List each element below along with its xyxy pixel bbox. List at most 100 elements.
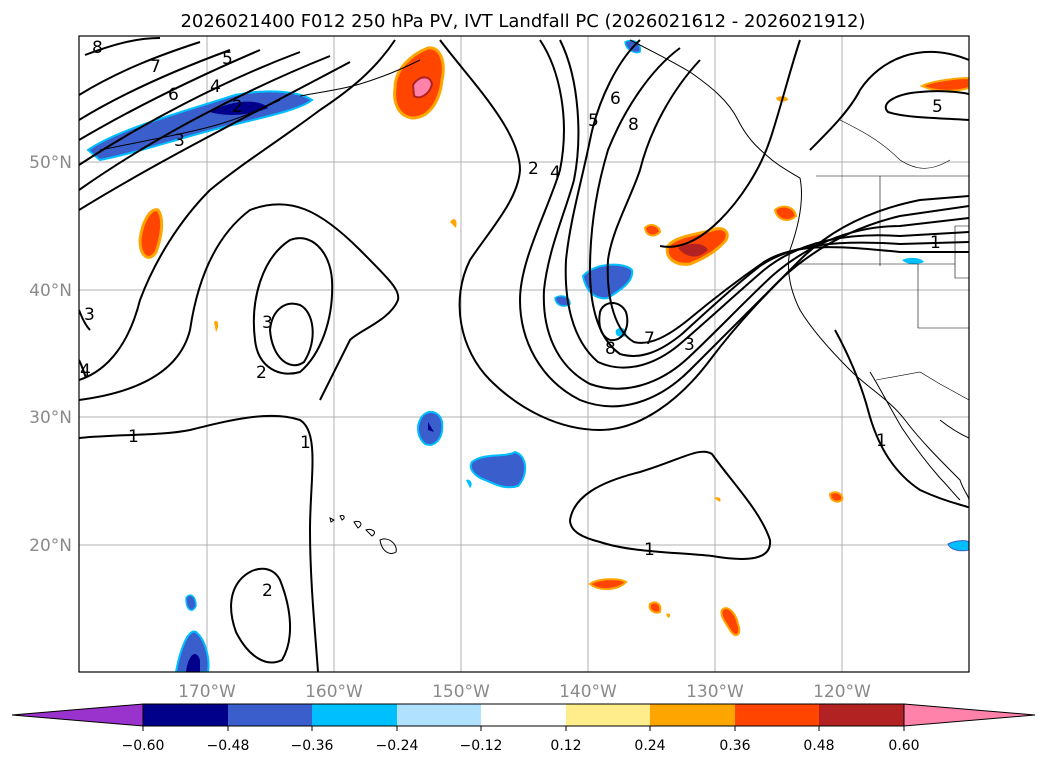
blue-blob-26n [469,450,527,489]
blue-spot-38n [554,295,571,307]
lon-label: 160°W [305,682,363,702]
colorbar-tick-label: 0.12 [550,738,581,754]
island-big [379,538,397,554]
contour-label: 2 [232,97,243,117]
colorbar-tick-label: −0.12 [460,738,503,754]
contour-7-trough [606,59,969,344]
coast-alaska-peninsula [299,59,421,97]
contour-label: 5 [588,111,599,131]
contour-label: 7 [644,329,655,349]
contour-label: 4 [80,361,91,381]
orange-spot-canada [919,76,969,92]
lon-label: 150°W [432,682,490,702]
colorbar-outline [142,703,905,727]
map-area: 8 7 6 5 4 3 2 1 3 2 1 1 2 2 4 5 6 8 8 7 … [79,36,969,672]
orange-spot-tiny-1 [450,219,457,228]
pink-core-gulf-alaska [411,76,434,99]
colorbar-segment [143,704,228,726]
lon-label: 140°W [559,682,617,702]
contour-1-low [79,414,319,672]
lon-label: 120°W [813,682,871,702]
coast-alaska-bc [629,39,801,179]
hawaiian-islands [329,515,397,554]
coast-west-us [787,177,969,501]
lon-label: 130°W [686,682,744,702]
colorbar-tick-label: −0.60 [122,738,165,754]
contour-2-outer [79,203,400,401]
contour-5-trough [564,39,969,369]
colorbar-segment [566,704,650,726]
orange-spot-oregon [773,205,798,221]
contour-5-ne [884,90,969,121]
contour-6-trough [588,47,969,357]
contour-3-trough [518,39,969,408]
map-background [79,36,969,672]
contour-8-west [84,37,161,56]
blue-spot-mexico-coast [947,540,969,552]
colorbar-ticks [142,726,905,731]
contour-label: 5 [932,97,943,117]
blue-blob-south [174,630,210,672]
contour-label: 6 [610,89,621,109]
colorbar-tick-label: 0.60 [888,738,919,754]
orange-spot-15n [648,601,662,614]
colorbar-segment [228,704,312,726]
pv-contours [79,37,969,672]
political-borders [800,119,969,401]
contour-5-west [79,49,261,141]
contour-label: 7 [150,57,161,77]
contour-label: 1 [300,433,311,453]
colorbar-tick-label: −0.36 [291,738,334,754]
colorbar-extend-low [11,703,144,727]
contour-3-west-edge [79,309,91,331]
coast-gulf-california [939,419,969,439]
colorbar-tick-label: −0.48 [207,738,250,754]
contour-label: 3 [684,335,695,355]
negative-anomaly-regions [86,39,969,672]
colorbar-tick-label: 0.24 [634,738,665,754]
contour-label: 3 [174,131,185,151]
colorbar-segment [481,704,566,726]
island-4 [365,529,375,537]
contour-3-low [268,302,314,367]
contour-label: 6 [168,85,179,105]
contour-labels: 8 7 6 5 4 3 2 1 3 2 1 1 2 2 4 5 6 8 8 7 … [80,38,943,601]
coast-baja [869,371,961,501]
orange-spot-tiny-2 [214,320,219,332]
contour-2-low [252,237,334,375]
colorbar-segment [819,704,904,726]
lat-label: 30°N [29,408,72,428]
orange-blob-130w [720,607,741,637]
contour-label: 1 [128,427,139,447]
latitude-labels: 50°N 40°N 30°N 20°N [29,153,72,556]
colorbar-tick-label: 0.48 [803,738,834,754]
map-frame [78,35,970,673]
orange-spot-44n [643,224,662,237]
colorbar: −0.60 −0.48 −0.36 −0.24 −0.12 0.12 0.24 … [11,703,1036,754]
contour-4-west [79,51,301,166]
contour-label: 1 [644,540,655,560]
contour-8-ne [659,39,801,248]
contour-4-west-edge [79,359,87,379]
contour-label: 5 [222,49,233,69]
island-3 [353,521,362,529]
blue-spot-tiny [466,479,472,488]
colorbar-segment [735,704,819,726]
contour-7-west [79,41,201,96]
orange-blob-17n [588,578,628,590]
colorbar-segment [650,704,735,726]
colorbar-tick-label: −0.24 [376,738,419,754]
contour-label: 8 [628,115,639,135]
positive-anomaly-regions [138,46,969,637]
lat-label: 20°N [29,536,72,556]
border-alaska-canada [839,119,951,169]
dark-blue-core-29n [428,422,434,432]
longitude-labels: 170°W 160°W 150°W 140°W 130°W 120°W [178,682,871,702]
contour-label: 8 [92,38,103,58]
contour-2-south [230,567,291,664]
contour-4-ne [809,51,969,151]
contour-3-west [79,55,331,191]
contour-2-trough [439,39,969,432]
colorbar-segment [312,704,397,726]
